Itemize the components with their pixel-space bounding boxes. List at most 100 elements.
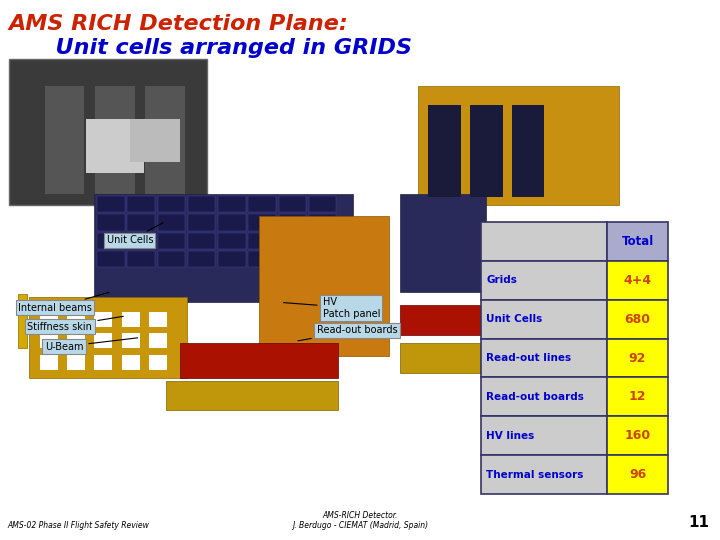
Bar [86, 119, 144, 173]
Bar [45, 86, 84, 194]
Text: Unit cells arranged in GRIDS: Unit cells arranged in GRIDS [9, 38, 412, 58]
Text: U-Beam: U-Beam [45, 338, 138, 352]
Bar [122, 333, 140, 348]
Bar [248, 251, 276, 267]
Bar [470, 105, 503, 197]
Bar [158, 233, 185, 249]
Bar [218, 251, 246, 267]
FancyBboxPatch shape [418, 86, 619, 205]
Bar [607, 300, 668, 339]
Bar [309, 251, 336, 267]
Bar [40, 333, 58, 348]
Bar [428, 105, 461, 197]
Bar [67, 312, 85, 327]
Bar [18, 294, 27, 348]
Bar [149, 333, 167, 348]
Text: AMS-RICH Detector.
J. Berdugo - CIEMAT (Madrid, Spain): AMS-RICH Detector. J. Berdugo - CIEMAT (… [292, 511, 428, 530]
Bar [481, 377, 607, 416]
Bar [607, 261, 668, 300]
Bar [279, 196, 306, 212]
Bar [218, 196, 246, 212]
Text: AMS RICH Detection Plane:: AMS RICH Detection Plane: [9, 14, 348, 33]
Text: HV
Patch panel: HV Patch panel [284, 297, 380, 319]
Bar [481, 261, 607, 300]
Bar [127, 214, 155, 231]
Text: Grids: Grids [486, 275, 517, 285]
Text: Read-out lines: Read-out lines [486, 353, 571, 363]
Bar [481, 300, 607, 339]
Text: AMS-02 Phase II Flight Safety Review: AMS-02 Phase II Flight Safety Review [7, 521, 149, 530]
FancyBboxPatch shape [180, 343, 338, 378]
Bar [94, 333, 112, 348]
FancyBboxPatch shape [29, 297, 187, 378]
Text: HV lines: HV lines [486, 431, 534, 441]
Text: Unit Cells: Unit Cells [486, 314, 542, 324]
Text: 160: 160 [624, 429, 651, 442]
Text: Stiffness skin: Stiffness skin [27, 316, 123, 332]
Bar [149, 355, 167, 370]
Bar [607, 377, 668, 416]
Bar [149, 312, 167, 327]
Bar [279, 214, 306, 231]
Bar [481, 339, 607, 377]
Text: 680: 680 [624, 313, 651, 326]
Text: Internal beams: Internal beams [18, 292, 109, 313]
Bar [248, 214, 276, 231]
Text: Read-out boards: Read-out boards [486, 392, 584, 402]
Bar [158, 251, 185, 267]
Bar [607, 416, 668, 455]
Bar [158, 196, 185, 212]
Bar [188, 196, 215, 212]
FancyBboxPatch shape [259, 216, 389, 356]
FancyBboxPatch shape [94, 194, 353, 302]
Bar [607, 222, 668, 261]
Bar [145, 86, 185, 194]
Bar [127, 251, 155, 267]
Text: 92: 92 [629, 352, 647, 365]
FancyBboxPatch shape [166, 381, 338, 410]
Bar [97, 214, 125, 231]
Text: 12: 12 [629, 390, 647, 403]
FancyBboxPatch shape [400, 343, 544, 373]
FancyBboxPatch shape [400, 305, 529, 335]
Bar [309, 214, 336, 231]
Bar [218, 233, 246, 249]
Bar [188, 233, 215, 249]
Bar [279, 233, 306, 249]
Bar [40, 312, 58, 327]
Bar [9, 59, 207, 205]
Bar [607, 339, 668, 377]
Bar [481, 455, 607, 494]
Bar [188, 251, 215, 267]
FancyBboxPatch shape [400, 194, 486, 292]
Bar [158, 214, 185, 231]
Text: Thermal sensors: Thermal sensors [486, 470, 583, 480]
Bar [67, 355, 85, 370]
Text: Total: Total [621, 235, 654, 248]
Bar [97, 196, 125, 212]
Bar [94, 312, 112, 327]
Bar [309, 233, 336, 249]
Bar [122, 355, 140, 370]
Text: Read-out boards: Read-out boards [298, 326, 397, 341]
Bar [127, 233, 155, 249]
Bar [481, 222, 607, 261]
Text: 96: 96 [629, 468, 646, 481]
Bar [188, 214, 215, 231]
Bar [122, 312, 140, 327]
Bar [97, 233, 125, 249]
Bar [95, 86, 135, 194]
Bar [40, 355, 58, 370]
Bar [309, 196, 336, 212]
Bar [97, 251, 125, 267]
Text: Unit Cells: Unit Cells [107, 222, 163, 245]
Bar [67, 333, 85, 348]
Bar [248, 196, 276, 212]
Bar [279, 251, 306, 267]
Bar [607, 455, 668, 494]
Bar [481, 416, 607, 455]
Bar [94, 355, 112, 370]
Bar [127, 196, 155, 212]
Bar [218, 214, 246, 231]
Text: 4+4: 4+4 [624, 274, 652, 287]
